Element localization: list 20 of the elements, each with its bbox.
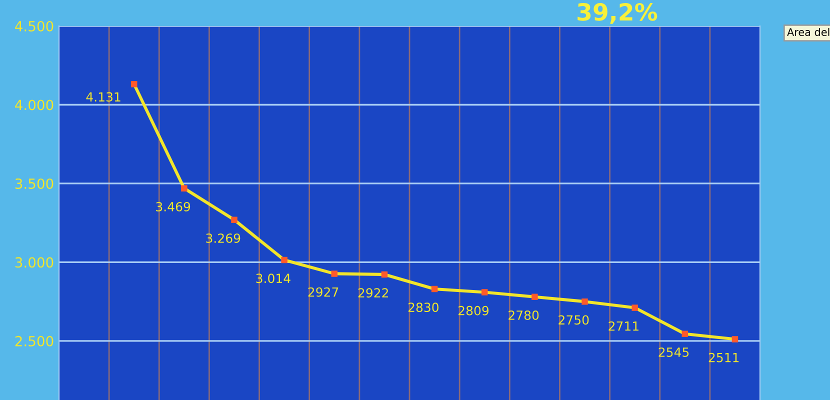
- data-label: 3.269: [206, 233, 240, 243]
- data-label: 2830: [408, 302, 438, 312]
- text: Area del: [787, 28, 830, 36]
- y-tick-label: 4.000: [15, 100, 54, 110]
- y-tick-label: 4.500: [15, 20, 54, 32]
- data-label: 2922: [358, 288, 388, 298]
- data-label: 3.469: [156, 202, 190, 212]
- data-label: 2780: [508, 310, 539, 320]
- data-label: 4.131: [86, 92, 120, 102]
- data-label: 2511: [708, 352, 739, 362]
- data-label: 3.014: [256, 274, 290, 284]
- y-tick-label: 3.000: [15, 257, 54, 268]
- data-label: 2711: [608, 321, 638, 331]
- data-label: 2750: [558, 315, 589, 325]
- data-label: 2545: [658, 347, 689, 357]
- y-tick-label: 3.500: [15, 178, 54, 189]
- text: 39,2%: [578, 2, 658, 24]
- data-label: 2927: [308, 287, 338, 297]
- data-label: 2809: [458, 306, 489, 316]
- y-tick-label: 2.500: [15, 336, 54, 346]
